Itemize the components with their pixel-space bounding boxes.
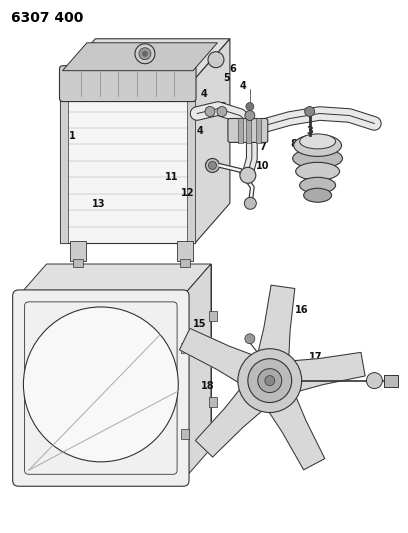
Circle shape <box>245 334 255 344</box>
Polygon shape <box>195 39 230 243</box>
FancyBboxPatch shape <box>60 66 196 102</box>
Ellipse shape <box>299 134 335 149</box>
Text: 12: 12 <box>181 188 195 198</box>
Circle shape <box>217 107 227 117</box>
Ellipse shape <box>299 177 335 193</box>
Ellipse shape <box>296 163 339 180</box>
Bar <box>181 343 189 352</box>
FancyBboxPatch shape <box>13 290 189 486</box>
Ellipse shape <box>304 188 332 202</box>
Polygon shape <box>47 264 211 448</box>
Text: 13: 13 <box>91 199 105 209</box>
Text: 17: 17 <box>309 352 323 362</box>
Text: 9: 9 <box>294 152 301 163</box>
Text: 7: 7 <box>259 142 266 152</box>
Polygon shape <box>267 352 365 398</box>
Circle shape <box>246 102 254 110</box>
Bar <box>187 79 195 243</box>
Text: 1: 1 <box>69 131 75 141</box>
Bar <box>177 241 193 261</box>
Circle shape <box>265 376 275 385</box>
Ellipse shape <box>293 148 343 168</box>
Circle shape <box>305 107 315 117</box>
Text: 3: 3 <box>219 102 226 112</box>
Circle shape <box>238 349 302 413</box>
Polygon shape <box>195 368 283 457</box>
Circle shape <box>23 307 178 462</box>
Text: 14: 14 <box>120 321 133 331</box>
Bar <box>181 429 189 439</box>
Bar <box>180 259 190 267</box>
Text: 6307 400: 6307 400 <box>11 11 83 25</box>
Text: 2: 2 <box>131 81 138 91</box>
Bar <box>256 117 261 143</box>
Ellipse shape <box>294 134 341 156</box>
Polygon shape <box>60 39 230 79</box>
Text: 16: 16 <box>295 305 308 315</box>
Circle shape <box>366 373 382 389</box>
Bar <box>209 311 217 321</box>
Bar <box>209 397 217 407</box>
Bar <box>384 375 398 386</box>
Text: 10: 10 <box>256 160 270 171</box>
Text: 4: 4 <box>239 81 246 91</box>
FancyBboxPatch shape <box>228 118 268 142</box>
Circle shape <box>52 294 188 430</box>
Text: 4: 4 <box>197 126 203 136</box>
Polygon shape <box>60 79 195 243</box>
Polygon shape <box>19 264 211 296</box>
Text: 4: 4 <box>201 89 207 99</box>
Bar <box>73 259 83 267</box>
Text: 8: 8 <box>290 139 297 149</box>
Bar <box>60 79 69 243</box>
Text: 5: 5 <box>223 73 230 83</box>
Text: 6: 6 <box>229 64 236 74</box>
Bar <box>246 117 251 143</box>
Circle shape <box>135 44 155 63</box>
Text: 3: 3 <box>306 126 313 136</box>
Bar <box>71 241 86 261</box>
Circle shape <box>240 167 256 183</box>
Circle shape <box>142 51 148 56</box>
Polygon shape <box>183 264 211 480</box>
Circle shape <box>208 52 224 68</box>
Text: 18: 18 <box>201 381 215 391</box>
Circle shape <box>258 369 282 393</box>
Circle shape <box>139 48 151 60</box>
Circle shape <box>245 110 255 120</box>
Polygon shape <box>62 43 217 71</box>
Text: 11: 11 <box>165 172 178 182</box>
Text: 15: 15 <box>193 319 207 329</box>
Polygon shape <box>254 372 325 470</box>
Bar <box>238 117 243 143</box>
Circle shape <box>248 359 292 402</box>
Polygon shape <box>180 328 277 397</box>
Circle shape <box>205 107 215 117</box>
Polygon shape <box>252 285 295 383</box>
Circle shape <box>244 197 256 209</box>
Circle shape <box>206 158 220 172</box>
Circle shape <box>208 161 217 169</box>
